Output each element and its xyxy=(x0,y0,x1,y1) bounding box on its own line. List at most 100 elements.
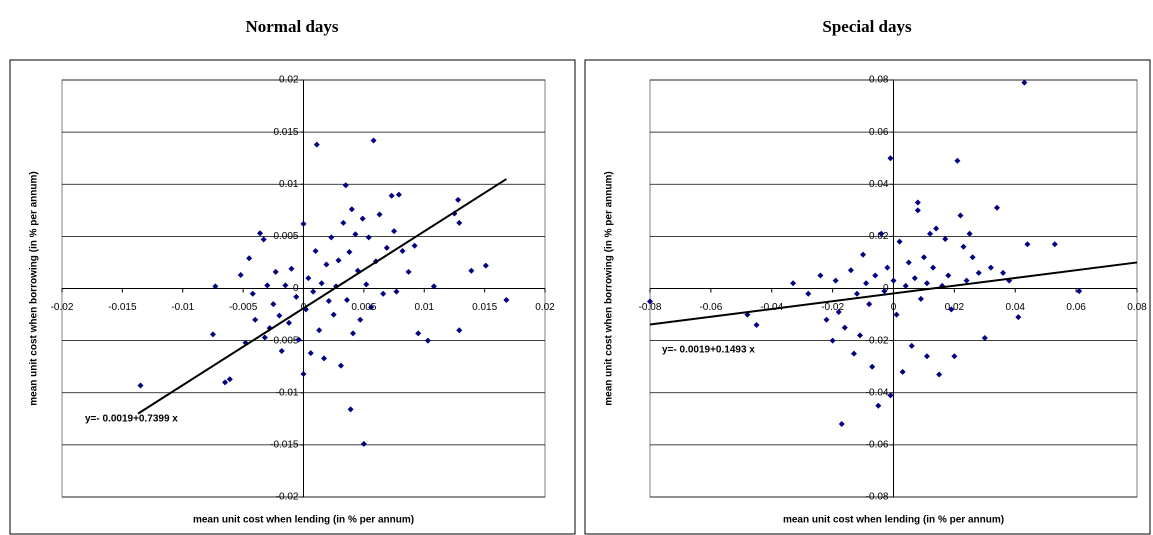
y-tick-label: -0.04 xyxy=(866,387,889,398)
scatter-point xyxy=(1015,314,1022,321)
scatter-point xyxy=(455,196,462,203)
scatter-point xyxy=(942,235,949,242)
x-tick-label: 0.02 xyxy=(535,302,555,313)
scatter-point xyxy=(415,330,422,337)
y-tick-label: -0.01 xyxy=(276,387,299,398)
x-tick-label: -0.02 xyxy=(51,302,74,313)
scatter-point xyxy=(357,316,364,323)
scatter-point xyxy=(307,350,314,357)
scatter-point xyxy=(249,290,256,297)
scatter-point xyxy=(312,247,319,254)
y-axis-label: mean unit cost when borrowing (in % per … xyxy=(29,171,40,405)
scatter-point xyxy=(860,251,867,258)
scatter-point xyxy=(951,353,958,360)
scatter-point xyxy=(318,280,325,287)
scatter-point xyxy=(300,370,307,377)
scatter-point xyxy=(887,392,894,399)
scatter-point xyxy=(212,283,219,290)
scatter-point xyxy=(272,268,279,275)
scatter-point xyxy=(252,316,259,323)
scatter-point xyxy=(899,368,906,375)
scatter-point xyxy=(340,219,347,226)
scatter-point xyxy=(411,242,418,249)
scatter-point xyxy=(954,157,961,164)
scatter-point xyxy=(893,311,900,318)
scatter-point xyxy=(857,332,864,339)
scatter-point xyxy=(348,206,355,213)
y-tick-label: -0.06 xyxy=(866,440,889,451)
scatter-point xyxy=(823,316,830,323)
scatter-point xyxy=(993,204,1000,211)
scatter-point xyxy=(360,440,367,447)
scatter-point xyxy=(359,215,366,222)
chart-title: Special days xyxy=(822,17,912,36)
scatter-point xyxy=(264,282,271,289)
scatter-point xyxy=(1021,79,1028,86)
scatter-point xyxy=(209,331,216,338)
x-tick-label: 0.005 xyxy=(351,302,376,313)
scatter-point xyxy=(388,192,395,199)
scatter-point xyxy=(887,155,894,162)
scatter-point xyxy=(933,225,940,232)
scatter-point xyxy=(923,353,930,360)
x-tick-label: -0.06 xyxy=(699,302,722,313)
scatter-point xyxy=(395,191,402,198)
scatter-point xyxy=(346,249,353,256)
scatter-point xyxy=(902,282,909,289)
y-tick-label: -0.015 xyxy=(270,440,299,451)
scatter-point xyxy=(1000,269,1007,276)
y-tick-label: 0.02 xyxy=(279,75,299,86)
scatter-point xyxy=(963,277,970,284)
y-tick-label: -0.02 xyxy=(866,335,889,346)
scatter-point xyxy=(380,290,387,297)
trend-line xyxy=(649,261,1138,326)
scatter-point xyxy=(226,376,233,383)
y-tick-label: 0.015 xyxy=(273,127,298,138)
scatter-point xyxy=(853,290,860,297)
x-tick-label: 0.04 xyxy=(1006,302,1026,313)
x-tick-label: 0.015 xyxy=(472,302,497,313)
scatter-point xyxy=(137,382,144,389)
y-tick-label: 0.01 xyxy=(279,179,299,190)
scatter-point xyxy=(878,230,885,237)
scatter-point xyxy=(370,137,377,144)
scatter-point xyxy=(300,220,307,227)
x-tick-label: 0.06 xyxy=(1066,302,1086,313)
scatter-point xyxy=(981,335,988,342)
scatter-point xyxy=(313,141,320,148)
scatter-point xyxy=(850,350,857,357)
scatter-point xyxy=(920,254,927,261)
scatter-point xyxy=(987,264,994,271)
scatter-point xyxy=(875,402,882,409)
x-tick-label: -0.02 xyxy=(821,302,844,313)
scatter-point xyxy=(405,268,412,275)
scatter-point xyxy=(914,199,921,206)
trend-equation: y=- 0.0019+0.1493 x xyxy=(662,345,755,356)
x-tick-label: -0.01 xyxy=(171,302,194,313)
x-tick-label: -0.08 xyxy=(639,302,662,313)
scatter-point xyxy=(881,288,888,295)
scatter-point xyxy=(829,337,836,344)
scatter-point xyxy=(246,255,253,262)
trend-equation: y=- 0.0019+0.7399 x xyxy=(85,414,178,425)
chart-title: Normal days xyxy=(245,17,338,36)
scatter-point xyxy=(257,230,264,237)
scatter-point xyxy=(286,319,293,326)
scatter-point xyxy=(261,334,268,341)
scatter-point xyxy=(835,308,842,315)
y-axis-label: mean unit cost when borrowing (in % per … xyxy=(604,171,615,405)
y-tick-label: 0.04 xyxy=(869,179,889,190)
scatter-point xyxy=(863,280,870,287)
scatter-point xyxy=(363,281,370,288)
scatter-point xyxy=(328,234,335,241)
y-tick-label: 0.06 xyxy=(869,127,889,138)
scatter-point xyxy=(383,244,390,251)
scatter-point xyxy=(838,421,845,428)
trend-line xyxy=(137,178,507,415)
scatter-point xyxy=(237,271,244,278)
scatter-point xyxy=(917,295,924,302)
scatter-point xyxy=(930,264,937,271)
scatter-point xyxy=(330,311,337,318)
scatter-point xyxy=(316,327,323,334)
scatter-point xyxy=(914,207,921,214)
